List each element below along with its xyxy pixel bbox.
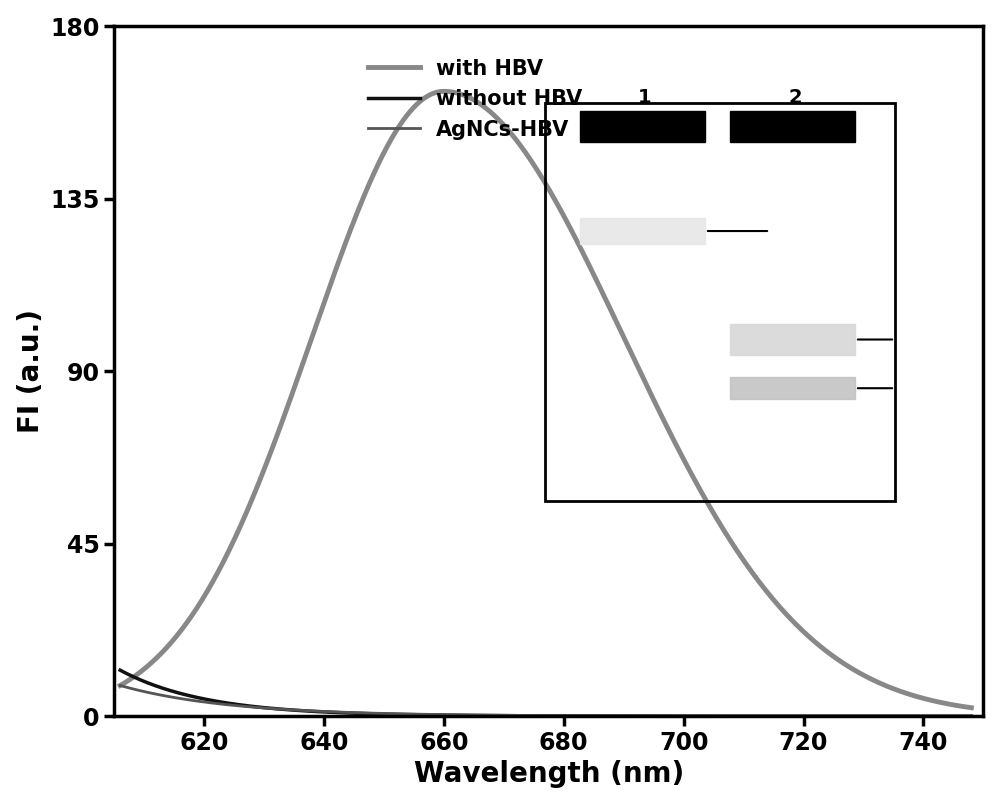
Text: 2: 2: [788, 88, 802, 106]
with HBV: [965, 703, 977, 712]
without HBV: [458, 711, 470, 720]
AgNCs-HBV: [458, 710, 470, 720]
AgNCs-HBV: [114, 681, 126, 691]
with HBV: [459, 91, 471, 101]
AgNCs-HBV: [699, 712, 711, 721]
Bar: [730, 112, 855, 142]
Line: without HBV: without HBV: [120, 671, 971, 716]
AgNCs-HBV: [965, 712, 977, 721]
Line: AgNCs-HBV: AgNCs-HBV: [120, 686, 971, 716]
with HBV: [438, 86, 450, 96]
without HBV: [114, 666, 126, 675]
Line: with HBV: with HBV: [120, 91, 971, 708]
Bar: [545, 102, 895, 501]
with HBV: [490, 112, 502, 122]
AgNCs-HBV: [201, 698, 213, 708]
Y-axis label: FI (a.u.): FI (a.u.): [17, 309, 45, 433]
Bar: [580, 112, 705, 142]
Text: 1: 1: [638, 88, 652, 106]
without HBV: [201, 695, 213, 704]
Legend: with HBV, without HBV, AgNCs-HBV: with HBV, without HBV, AgNCs-HBV: [359, 51, 591, 148]
AgNCs-HBV: [778, 712, 790, 721]
without HBV: [793, 712, 805, 721]
with HBV: [700, 494, 712, 504]
with HBV: [794, 624, 806, 634]
Bar: [730, 377, 855, 399]
AgNCs-HBV: [489, 710, 501, 720]
AgNCs-HBV: [793, 712, 805, 721]
with HBV: [114, 681, 126, 691]
Bar: [580, 218, 705, 245]
Bar: [730, 324, 855, 355]
without HBV: [489, 711, 501, 720]
without HBV: [965, 712, 977, 721]
without HBV: [699, 712, 711, 721]
with HBV: [779, 608, 791, 617]
X-axis label: Wavelength (nm): Wavelength (nm): [414, 761, 684, 788]
without HBV: [778, 712, 790, 721]
with HBV: [201, 587, 213, 597]
